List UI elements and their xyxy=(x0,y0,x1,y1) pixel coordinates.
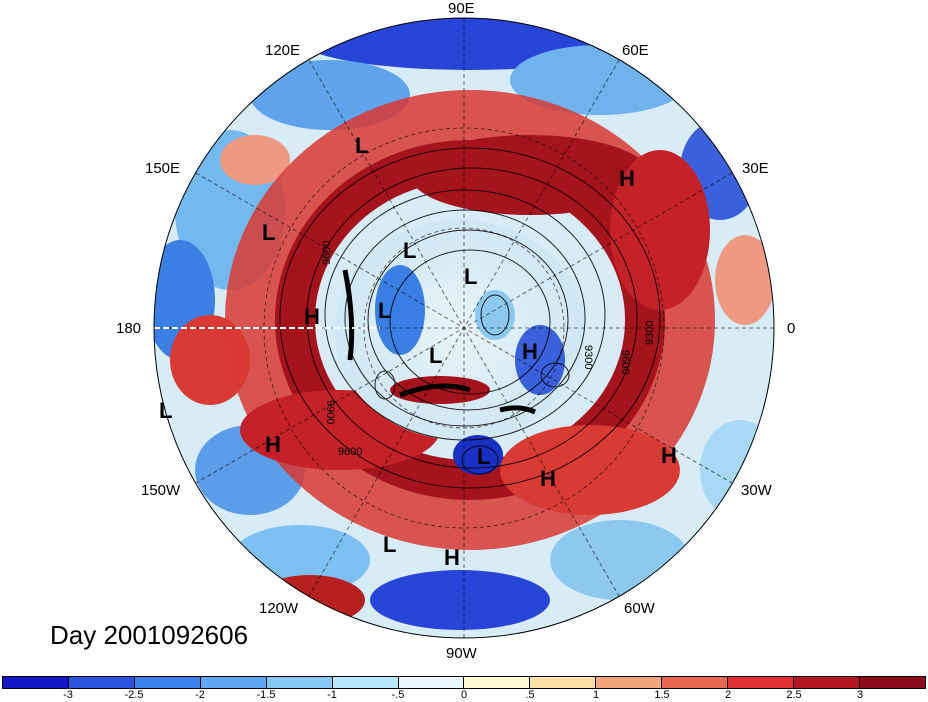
high-marker: H xyxy=(304,304,320,329)
lon-label-90w: 90W xyxy=(446,645,477,662)
lon-label-30e: 30E xyxy=(742,160,769,177)
contour-label: 9300 xyxy=(582,345,594,369)
colorbar-tick-label: -2.5 xyxy=(124,689,144,701)
colorbar-tick-label: -1 xyxy=(327,689,337,701)
contour-label: 9600 xyxy=(338,446,362,458)
colorbar-segment xyxy=(530,677,597,688)
high-marker: H xyxy=(522,339,538,364)
high-marker: H xyxy=(444,545,460,570)
colorbar-segment xyxy=(134,677,201,688)
colorbar-tick-label: -.5 xyxy=(391,689,405,701)
contour-label: 9900 xyxy=(324,400,336,424)
low-marker: L xyxy=(378,298,392,323)
colorbar-tick-label: -2 xyxy=(195,689,205,701)
lon-label-150w: 150W xyxy=(141,482,181,499)
low-marker: L xyxy=(355,133,369,158)
low-marker: L xyxy=(429,343,443,368)
low-marker: L xyxy=(383,532,397,557)
colorbar-tick-label: 3 xyxy=(856,689,864,701)
colorbar-segment xyxy=(794,677,860,688)
colorbar-segment xyxy=(662,677,729,688)
high-marker: H xyxy=(661,443,677,468)
high-marker: H xyxy=(619,166,635,191)
lon-label-0: 0 xyxy=(787,320,796,337)
colorbar-tick-label: 1.5 xyxy=(654,689,670,701)
lon-label-120w: 120W xyxy=(259,600,299,617)
colorbar-segment xyxy=(728,677,795,688)
colorbar-tick-label: -1.5 xyxy=(256,689,276,701)
contour-label: 9600 xyxy=(619,350,631,374)
low-marker: L xyxy=(262,220,276,245)
colorbar-tick-label: 1 xyxy=(592,689,600,701)
colorbar-tick-label: .5 xyxy=(525,689,535,701)
lon-label-120e: 120E xyxy=(265,42,301,59)
colorbar-segment xyxy=(859,677,925,688)
day-label: Day 2001092606 xyxy=(50,620,249,650)
colorbar-segment xyxy=(200,677,267,688)
colorbar-segment xyxy=(464,677,531,688)
lon-label-60w: 60W xyxy=(624,600,655,617)
lon-label-30w: 30W xyxy=(741,482,772,499)
colorbar-segment xyxy=(266,677,333,688)
contour-label: 9300 xyxy=(644,321,656,345)
lon-label-150e: 150E xyxy=(145,160,181,177)
colorbar-segment xyxy=(3,677,69,688)
low-marker: L xyxy=(403,238,417,263)
colorbar-segment xyxy=(332,677,399,688)
colorbar-segment xyxy=(68,677,135,688)
high-marker: H xyxy=(265,432,281,457)
lon-label-90e: 90E xyxy=(448,0,475,17)
lon-label-60e: 60E xyxy=(622,42,649,59)
colorbar-tick-label: 2.5 xyxy=(786,689,802,701)
high-marker: H xyxy=(540,466,556,491)
colorbar-segment xyxy=(398,677,465,688)
low-marker: L xyxy=(159,398,173,423)
colorbar-tick-label: -3 xyxy=(63,689,73,701)
colorbar-segment xyxy=(596,677,663,688)
lon-label-180: 180 xyxy=(116,320,142,337)
contour-label: 9600 xyxy=(321,241,333,265)
anomaly-field xyxy=(154,18,774,638)
low-marker: L xyxy=(464,264,478,289)
low-marker: L xyxy=(477,444,491,469)
colorbar xyxy=(2,676,926,689)
colorbar-tick-label: 2 xyxy=(724,689,732,701)
colorbar-tick-label: 0 xyxy=(460,689,468,701)
